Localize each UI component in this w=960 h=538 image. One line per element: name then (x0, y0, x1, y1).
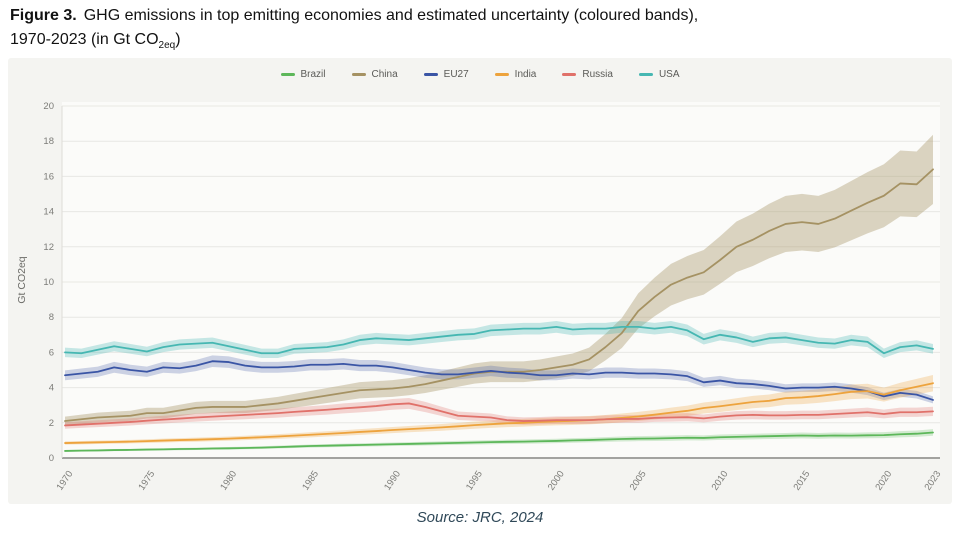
legend-item-Russia: Russia (562, 69, 613, 80)
chart-panel: Brazil China EU27 India Russia USA 0 2 4 6 8 10 12 1… (8, 58, 952, 504)
x-tick: 1975 (136, 469, 157, 493)
legend-swatch-Russia (562, 73, 577, 76)
x-tick-label: 2000 (546, 469, 567, 493)
line-Brazil (64, 431, 934, 452)
x-tick: 1995 (464, 469, 485, 493)
x-tick-label: 2005 (628, 469, 649, 493)
x-tick-label: 1980 (218, 469, 239, 493)
x-tick-label: 1995 (464, 469, 485, 493)
x-tick: 1970 (55, 469, 76, 493)
band-Russia (65, 397, 933, 429)
legend-item-India: India (494, 69, 537, 80)
y-axis-title: Gt CO2eq (16, 256, 28, 303)
line-EU27 (64, 360, 934, 401)
title-line2-text: 1970-2023 (in Gt CO (10, 31, 159, 48)
x-tick-label: 2015 (792, 469, 813, 493)
legend-item-USA: USA (638, 69, 680, 80)
y-tick-label: 18 (43, 136, 54, 147)
x-tick: 2005 (628, 469, 649, 493)
x-tick: 1980 (218, 469, 239, 493)
y-tick-label: 20 (43, 101, 54, 112)
chart-svg: 0 2 4 6 8 10 12 14 16 18 20 1970 1975 1980 1985 1990 199… (16, 101, 944, 493)
x-tick: 1985 (300, 469, 321, 493)
x-tick-label: 2023 (923, 469, 944, 493)
y-tick-label: 14 (43, 207, 54, 218)
x-tick-label: 1985 (300, 469, 321, 493)
legend-label-EU27: EU27 (443, 69, 469, 80)
legend-item-Brazil: Brazil (280, 69, 326, 80)
x-tick-label: 1990 (382, 469, 403, 493)
legend-item-EU27: EU27 (423, 69, 469, 80)
chart-legend: Brazil China EU27 India Russia USA (8, 69, 952, 80)
y-tick-label: 10 (43, 277, 54, 288)
line-Russia (64, 402, 934, 427)
legend-swatch-Brazil (280, 73, 295, 76)
x-tick: 2023 (923, 469, 944, 493)
y-tick-label: 0 (49, 453, 54, 464)
x-tick-label: 2020 (873, 469, 894, 493)
band-China (65, 134, 933, 426)
legend-swatch-EU27 (423, 73, 438, 76)
title-line2-close: ) (175, 31, 181, 48)
figure-title-line2: 1970-2023 (in Gt CO2eq) (10, 31, 181, 52)
figure-title-line1: GHG emissions in top emitting economies … (83, 7, 699, 24)
x-tick: 2015 (792, 469, 813, 493)
figure-title: Figure 3. GHG emissions in top emitting e… (10, 4, 698, 58)
legend-label-India: India (514, 69, 537, 80)
legend-item-China: China (351, 69, 398, 80)
line-India (64, 382, 934, 444)
x-tick-label: 1970 (55, 469, 76, 493)
y-tick-label: 6 (49, 347, 54, 358)
line-USA (64, 325, 934, 355)
x-tick-label: 1975 (136, 469, 157, 493)
co2eq-subscript: 2eq (158, 40, 176, 52)
legend-label-Brazil: Brazil (300, 69, 326, 80)
source-caption: Source: JRC, 2024 (416, 509, 544, 526)
x-tick-label: 2010 (710, 469, 731, 493)
legend-label-USA: USA (658, 69, 680, 80)
legend-label-Russia: Russia (582, 69, 613, 80)
y-tick-label: 4 (49, 383, 54, 394)
y-tick-label: 16 (43, 171, 54, 182)
x-tick: 2010 (710, 469, 731, 493)
y-tick-label: 2 (49, 418, 54, 429)
x-tick: 1990 (382, 469, 403, 493)
y-tick-label: 8 (49, 312, 54, 323)
y-tick-label: 12 (43, 242, 54, 253)
x-tick: 2000 (546, 469, 567, 493)
legend-swatch-China (351, 73, 366, 76)
legend-swatch-USA (638, 73, 653, 76)
figure-label: Figure 3. (10, 7, 77, 24)
x-tick: 2020 (873, 469, 894, 493)
legend-swatch-India (494, 73, 509, 76)
band-USA (65, 320, 933, 358)
legend-label-China: China (371, 69, 398, 80)
